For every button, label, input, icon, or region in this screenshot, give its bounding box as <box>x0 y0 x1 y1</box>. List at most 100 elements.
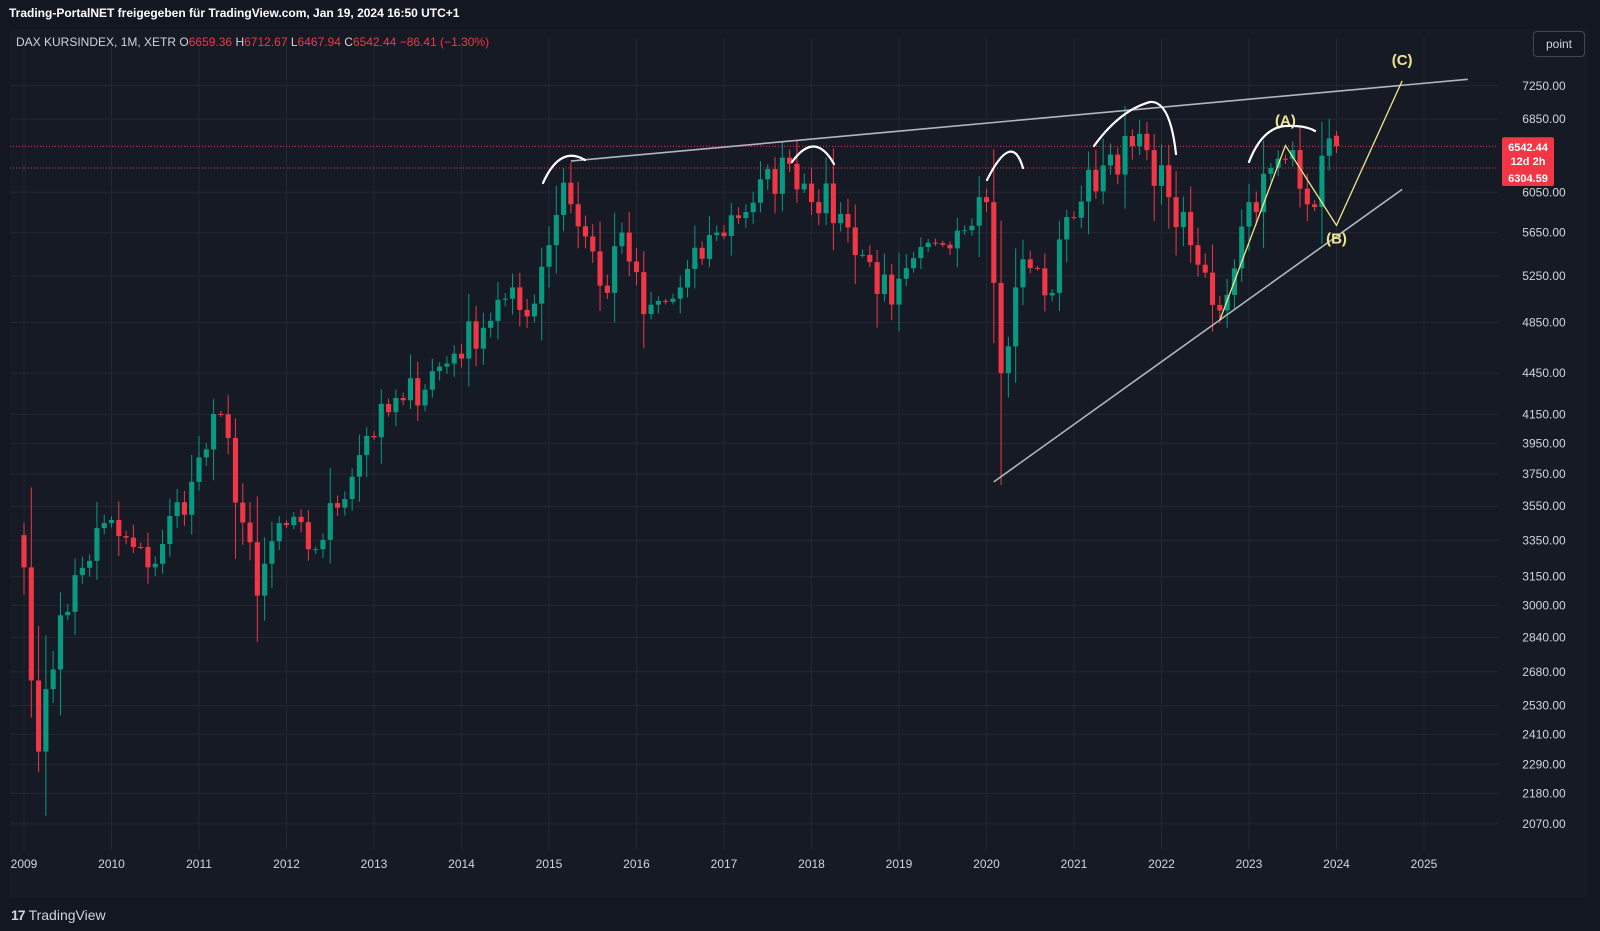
candle-body <box>189 481 195 515</box>
time-tick-label: 2017 <box>711 857 738 871</box>
candle-body <box>954 230 960 249</box>
candle-body <box>276 523 282 542</box>
candle-body <box>976 197 982 226</box>
candle-body <box>612 246 618 293</box>
candle-body <box>575 204 581 227</box>
candle-body <box>699 247 705 259</box>
prev-close-badge <box>1502 170 1554 187</box>
price-badges: 6542.44 12d 2h 6304.59 <box>1502 137 1554 187</box>
candle-body <box>94 528 100 561</box>
candle-body <box>1151 150 1157 186</box>
candle-body <box>1129 136 1135 147</box>
candle-body <box>670 298 676 302</box>
candle-body <box>1290 150 1296 159</box>
candle-body <box>1268 167 1274 174</box>
price-tick-label: 4150.00 <box>1522 407 1566 421</box>
close-value: 6542.44 <box>352 35 397 49</box>
candle-body <box>1312 204 1318 208</box>
price-tick-label: 3950.00 <box>1522 436 1566 450</box>
candle-body <box>845 214 851 228</box>
candle-body <box>692 247 698 269</box>
candle-body <box>1064 217 1070 240</box>
candle-body <box>407 378 414 401</box>
candle-body <box>830 183 836 224</box>
candle-body <box>1282 158 1289 160</box>
time-tick-label: 2011 <box>186 857 212 871</box>
candle-body <box>1333 135 1340 147</box>
candle-body <box>480 327 486 349</box>
time-tick-label: 2014 <box>448 857 475 871</box>
tradingview-logo[interactable]: 17 TradingView <box>11 907 106 923</box>
candle-body <box>116 520 122 537</box>
scale-mode-button[interactable]: point <box>1533 31 1585 57</box>
candle-body <box>203 449 209 458</box>
candle-body <box>218 414 224 416</box>
candle-body <box>1107 154 1114 166</box>
candle-body <box>743 212 749 219</box>
price-tick-label: 3350.00 <box>1522 533 1566 547</box>
candle-body <box>794 163 800 190</box>
candle-body <box>655 300 661 305</box>
tradingview-logo-icon: 17 <box>11 907 26 923</box>
candle-body <box>648 304 654 315</box>
candle-body <box>211 414 217 450</box>
candle-body <box>65 611 71 616</box>
price-tick-label: 3750.00 <box>1522 467 1566 481</box>
candle-body <box>451 353 457 364</box>
candle-body <box>903 268 909 279</box>
candle-body <box>458 353 465 359</box>
candle-body <box>1020 259 1026 288</box>
candle-body <box>283 523 290 526</box>
top-arc-marker <box>1092 100 1178 156</box>
candle-body <box>1224 294 1230 311</box>
price-tick-label: 4850.00 <box>1522 315 1566 329</box>
time-tick-label: 2009 <box>11 857 38 871</box>
candle-body <box>925 242 931 248</box>
candle-body <box>225 414 231 438</box>
candle-body <box>881 274 887 294</box>
candle-body <box>371 435 377 438</box>
candle-body <box>1013 287 1019 347</box>
candle-body <box>1005 346 1011 374</box>
candle-body <box>918 247 924 259</box>
low-value: 6467.94 <box>297 35 341 49</box>
candle-body <box>262 563 268 596</box>
candle-body <box>524 309 530 317</box>
candle-body <box>750 202 756 213</box>
time-tick-label: 2020 <box>973 857 1000 871</box>
candle-body <box>663 300 669 302</box>
candle-body <box>509 287 516 299</box>
candle-body <box>422 389 428 406</box>
time-tick-label: 2010 <box>98 857 125 871</box>
price-tick-label: 3000.00 <box>1522 598 1566 612</box>
price-tick-label: 2410.00 <box>1522 727 1566 741</box>
candle-body <box>320 539 326 550</box>
symbol-title[interactable]: DAX KURSINDEX, 1M, XETR <box>16 35 177 49</box>
candle-body <box>298 516 304 523</box>
share-caption: Trading-PortalNET freigegeben für Tradin… <box>9 6 460 20</box>
price-tick-label: 6050.00 <box>1522 185 1566 199</box>
candle-body <box>429 371 435 390</box>
candle-body <box>597 251 603 286</box>
candle-body <box>1042 268 1048 296</box>
wave-label-2: (C) <box>1392 52 1413 69</box>
candle-body <box>254 542 260 596</box>
candle-body <box>517 287 523 310</box>
candle-body <box>415 378 421 406</box>
candle-body <box>152 563 158 568</box>
candle-body <box>50 669 56 690</box>
candle-body <box>1253 202 1259 213</box>
candle-body <box>1209 272 1216 305</box>
candle-body <box>349 476 355 499</box>
time-tick-label: 2013 <box>361 857 388 871</box>
time-tick-label: 2012 <box>273 857 300 871</box>
candle-body <box>779 157 785 194</box>
candle-body <box>364 435 370 456</box>
candle-body <box>247 522 253 543</box>
candle-body <box>1188 211 1194 246</box>
top-arc-marker <box>985 150 1025 182</box>
candle-body <box>240 502 246 523</box>
candle-body <box>947 244 953 249</box>
price-tick-label: 2180.00 <box>1522 786 1566 800</box>
